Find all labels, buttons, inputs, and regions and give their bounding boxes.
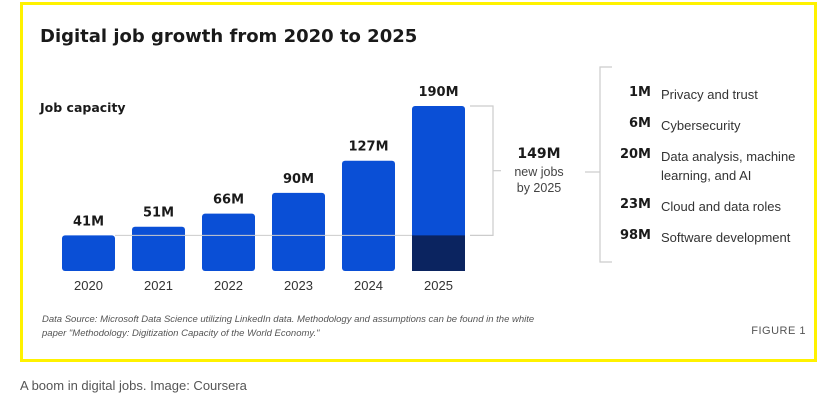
image-caption: A boom in digital jobs. Image: Coursera [20, 378, 247, 393]
breakdown-label: Software development [661, 230, 791, 245]
total-description: new jobs by 2025 [514, 165, 564, 195]
breakdown-label: Cybersecurity [661, 118, 741, 133]
value-label: 66M [213, 193, 244, 208]
breakdown-label: Data analysis, machine learning, and AI [661, 149, 796, 183]
guides-layer [115, 66, 612, 263]
breakdown-value: 98M [619, 228, 651, 243]
breakdown-value: 23M [619, 197, 651, 212]
breakdown-label: Privacy and trust [661, 87, 758, 102]
bar-2025 [412, 106, 465, 271]
chart-title: Digital job growth from 2020 to 2025 [40, 26, 418, 47]
bar-2020 [62, 235, 115, 271]
year-label: 2024 [354, 278, 383, 293]
bar-2023 [272, 192, 325, 271]
breakdown-label: Cloud and data roles [661, 199, 781, 214]
bar-base-segment [412, 235, 465, 271]
year-label: 2020 [74, 278, 103, 293]
figure-label: FIGURE 1 [751, 325, 806, 337]
value-label: 190M [418, 85, 458, 100]
breakdown-bracket [599, 66, 612, 263]
year-label: 2021 [144, 278, 173, 293]
breakdown-value: 1M [629, 85, 651, 100]
total-value: 149M [517, 146, 561, 162]
source-note: Data Source: Microsoft Data Science util… [42, 314, 535, 339]
bar-2024 [342, 160, 395, 271]
labels-layer: 41M 2020 51M 2021 66M 2022 90M 2023 127M 2024 190M… [73, 85, 459, 293]
year-label: 2025 [424, 278, 453, 293]
bars-layer [62, 106, 465, 271]
bar-2022 [202, 213, 255, 271]
value-label: 51M [143, 206, 174, 221]
breakdown-value: 20M [619, 147, 651, 162]
value-label: 90M [283, 172, 314, 187]
growth-bracket [470, 105, 494, 236]
year-label: 2023 [284, 278, 313, 293]
year-label: 2022 [214, 278, 243, 293]
total-new-jobs: 149M new jobs by 2025 [496, 146, 582, 196]
bar-2021 [132, 226, 185, 271]
breakdown-value: 6M [629, 116, 651, 131]
value-label: 127M [348, 140, 388, 155]
chart-subtitle: Job capacity [40, 100, 126, 115]
value-label: 41M [73, 214, 104, 229]
